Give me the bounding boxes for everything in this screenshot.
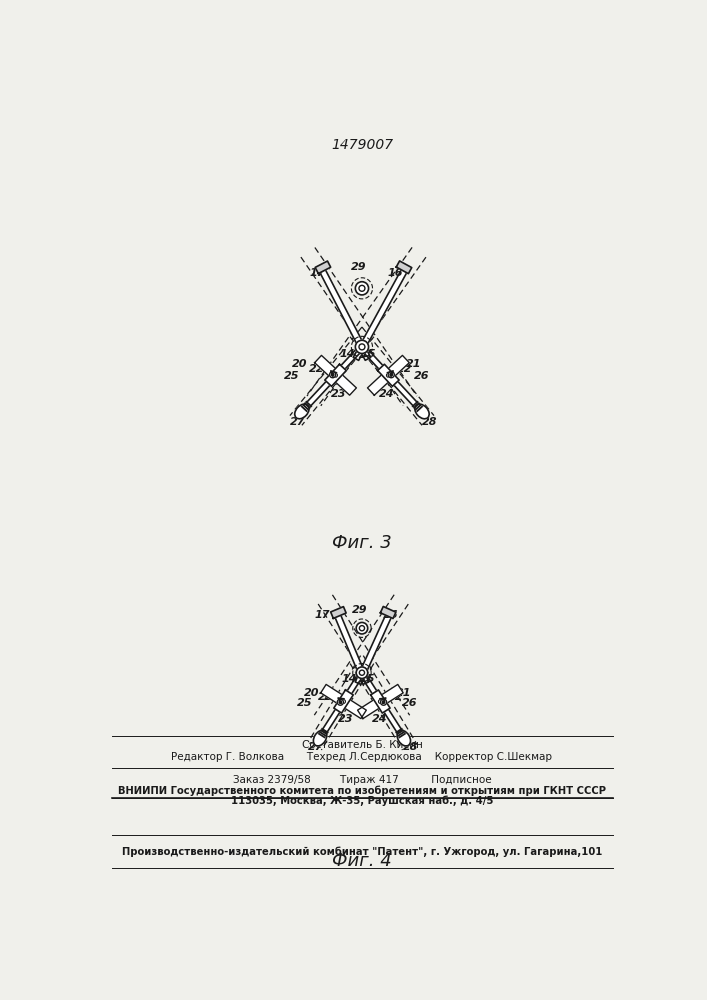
Text: 28: 28: [422, 417, 437, 427]
Text: Составитель Б. Кисин: Составитель Б. Кисин: [301, 740, 422, 750]
Text: 20: 20: [304, 688, 320, 698]
Polygon shape: [333, 610, 369, 684]
Text: 26: 26: [402, 698, 417, 708]
Circle shape: [356, 667, 368, 678]
Circle shape: [339, 701, 341, 703]
Polygon shape: [315, 261, 331, 274]
Ellipse shape: [397, 730, 411, 746]
Circle shape: [380, 699, 387, 705]
Polygon shape: [378, 364, 399, 386]
Text: 14: 14: [341, 674, 356, 684]
Polygon shape: [355, 610, 394, 684]
Text: 27: 27: [308, 742, 324, 752]
Text: 21: 21: [406, 359, 421, 369]
Polygon shape: [331, 607, 346, 618]
Polygon shape: [360, 671, 406, 740]
Text: 16: 16: [387, 268, 403, 278]
Polygon shape: [325, 364, 346, 386]
Text: 25: 25: [297, 698, 312, 708]
Circle shape: [332, 373, 334, 376]
Circle shape: [382, 701, 385, 703]
Ellipse shape: [313, 730, 327, 746]
Polygon shape: [315, 355, 356, 395]
Polygon shape: [317, 264, 370, 360]
Text: 15: 15: [360, 349, 375, 359]
Circle shape: [378, 700, 382, 703]
Text: 23: 23: [331, 389, 346, 399]
Text: 113035, Москва, Ж-35, Раушская наб., д. 4/5: 113035, Москва, Ж-35, Раушская наб., д. …: [230, 795, 493, 806]
Circle shape: [390, 373, 392, 376]
Text: 25: 25: [284, 371, 300, 381]
Text: Редактор Г. Волкова       Техред Л.Сердюкова    Корректор С.Шекмар: Редактор Г. Волкова Техред Л.Сердюкова К…: [172, 752, 552, 762]
Text: 29: 29: [351, 262, 367, 272]
Ellipse shape: [415, 404, 429, 419]
Polygon shape: [396, 261, 411, 274]
Circle shape: [359, 285, 365, 291]
Polygon shape: [354, 264, 409, 360]
Text: 20: 20: [292, 359, 308, 369]
Text: 16: 16: [383, 610, 399, 620]
Text: 21: 21: [395, 688, 411, 698]
Text: 24: 24: [372, 714, 387, 724]
Circle shape: [359, 670, 365, 675]
Polygon shape: [300, 345, 364, 413]
Circle shape: [341, 700, 346, 703]
Text: 17: 17: [309, 268, 325, 278]
Circle shape: [387, 373, 390, 377]
Circle shape: [359, 626, 365, 631]
Polygon shape: [321, 684, 366, 719]
Text: 29: 29: [351, 605, 367, 615]
Text: Заказ 2379/58         Тираж 417          Подписное: Заказ 2379/58 Тираж 417 Подписное: [233, 775, 491, 785]
Circle shape: [359, 344, 365, 350]
Circle shape: [334, 373, 337, 377]
Circle shape: [388, 372, 395, 378]
Polygon shape: [358, 684, 403, 719]
Circle shape: [356, 622, 368, 634]
Text: 27: 27: [290, 417, 305, 427]
Text: 28: 28: [402, 742, 418, 752]
Circle shape: [356, 340, 368, 353]
Text: Производственно-издательский комбинат "Патент", г. Ужгород, ул. Гагарина,101: Производственно-издательский комбинат "П…: [122, 846, 602, 857]
Ellipse shape: [295, 404, 309, 419]
Text: 15: 15: [359, 674, 375, 684]
Circle shape: [329, 372, 336, 378]
Text: 22: 22: [397, 364, 412, 374]
Text: Фиг. 4: Фиг. 4: [332, 852, 392, 870]
Text: 17: 17: [315, 610, 330, 620]
Polygon shape: [334, 690, 354, 713]
Polygon shape: [380, 606, 396, 619]
Text: 22: 22: [308, 364, 324, 374]
Text: Фиг. 3: Фиг. 3: [332, 534, 392, 552]
Polygon shape: [368, 355, 409, 395]
Text: 22: 22: [318, 692, 334, 702]
Circle shape: [337, 699, 344, 705]
Text: 24: 24: [379, 389, 395, 399]
Text: 22: 22: [387, 692, 403, 702]
Text: 26: 26: [414, 371, 429, 381]
Polygon shape: [360, 345, 424, 413]
Text: 23: 23: [338, 714, 354, 724]
Polygon shape: [317, 671, 364, 740]
Polygon shape: [370, 690, 390, 713]
Text: 14: 14: [339, 349, 355, 359]
Text: ВНИИПИ Государственного комитета по изобретениям и открытиям при ГКНТ СССР: ВНИИПИ Государственного комитета по изоб…: [118, 785, 606, 796]
Circle shape: [356, 282, 368, 295]
Text: 1479007: 1479007: [331, 138, 393, 152]
